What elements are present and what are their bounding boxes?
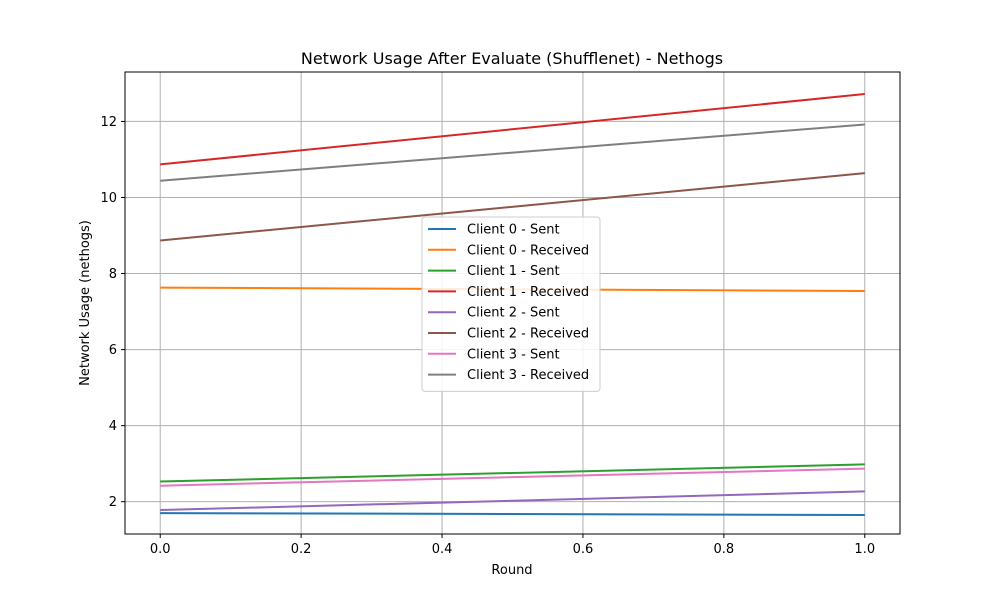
series-line-client-3-sent bbox=[160, 467, 865, 487]
x-axis-title: Round bbox=[491, 563, 532, 578]
legend-label: Client 2 - Received bbox=[467, 327, 589, 342]
series-line-client-0-sent bbox=[160, 512, 865, 516]
legend-box bbox=[421, 216, 601, 392]
legend-label: Client 1 - Received bbox=[467, 285, 589, 300]
y-tick-label: 6 bbox=[109, 343, 117, 358]
chart-title: Network Usage After Evaluate (Shufflenet… bbox=[301, 49, 723, 68]
y-tick-label: 8 bbox=[109, 267, 117, 282]
y-tick-label: 2 bbox=[109, 495, 117, 510]
legend-label: Client 3 - Sent bbox=[467, 347, 560, 362]
y-tick-label: 10 bbox=[100, 191, 117, 206]
series-line-client-1-sent bbox=[160, 463, 865, 483]
legend-label: Client 0 - Sent bbox=[467, 223, 560, 238]
y-axis-ticks: 2 4 6 8 10 12 bbox=[100, 115, 125, 510]
y-tick-label: 4 bbox=[109, 419, 117, 434]
x-axis-ticks: 0.0 0.2 0.4 0.6 0.8 1.0 bbox=[150, 534, 875, 557]
series-line-client-1-received bbox=[160, 93, 865, 166]
legend-label: Client 3 - Received bbox=[467, 368, 589, 383]
series-line-client-2-sent bbox=[160, 490, 865, 512]
x-tick-label: 1.0 bbox=[854, 542, 875, 557]
y-axis-title: Network Usage (nethogs) bbox=[78, 220, 93, 386]
legend-label: Client 1 - Sent bbox=[467, 264, 560, 279]
x-tick-label: 0.6 bbox=[573, 542, 594, 557]
x-tick-label: 0.4 bbox=[432, 542, 453, 557]
y-tick-label: 12 bbox=[100, 115, 117, 130]
x-tick-label: 0.8 bbox=[714, 542, 735, 557]
series-line-client-3-received bbox=[160, 123, 865, 182]
x-tick-label: 0.0 bbox=[150, 542, 171, 557]
legend-label: Client 2 - Sent bbox=[467, 306, 560, 321]
plot-frame bbox=[124, 71, 901, 535]
x-tick-label: 0.2 bbox=[291, 542, 312, 557]
legend: Client 0 - Sent Client 0 - Received Client… bbox=[421, 216, 601, 392]
legend-label: Client 0 - Received bbox=[467, 243, 589, 258]
series-line-client-2-received bbox=[160, 172, 865, 242]
